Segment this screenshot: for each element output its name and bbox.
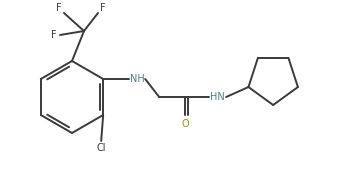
Text: F: F	[100, 3, 106, 13]
Text: NH: NH	[130, 74, 145, 84]
Text: HN: HN	[210, 92, 225, 102]
Text: F: F	[56, 3, 62, 13]
Text: F: F	[51, 30, 57, 40]
Text: O: O	[181, 119, 189, 129]
Text: Cl: Cl	[96, 143, 106, 153]
